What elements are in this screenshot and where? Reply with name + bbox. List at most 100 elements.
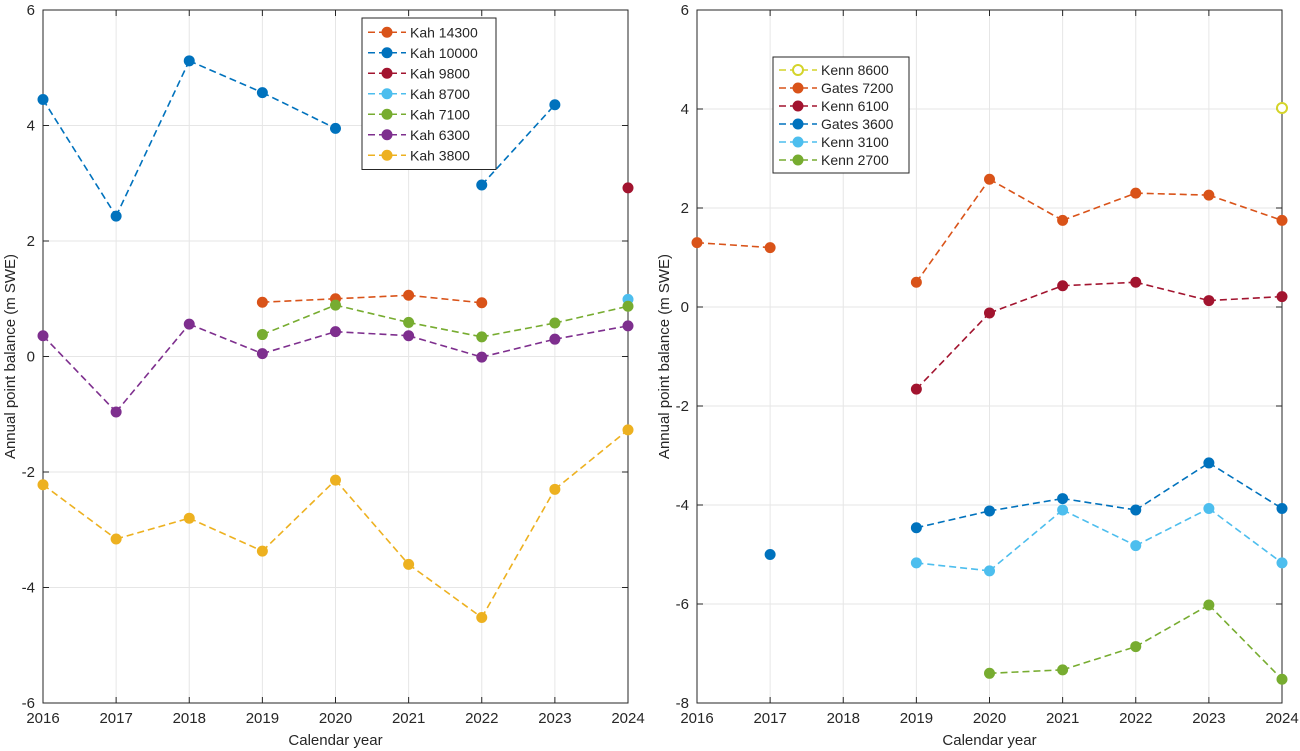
data-point (256, 87, 268, 99)
series-line-segment (989, 669, 1063, 675)
data-point (984, 307, 995, 319)
data-point (403, 558, 415, 570)
series-line-segment (1208, 295, 1283, 302)
legend-label: Kah 9800 (410, 65, 470, 81)
data-point (1057, 664, 1069, 676)
legend-label: Kah 10000 (410, 45, 478, 61)
x-axis-label: Calendar year (942, 732, 1036, 749)
legend-item: Kah 8700 (368, 86, 470, 102)
legend-marker (381, 108, 393, 120)
y-tick-label: 0 (681, 299, 689, 316)
data-point (1203, 599, 1215, 611)
legend-item: Kah 14300 (368, 24, 478, 40)
data-point (764, 242, 776, 254)
series-line-segment (335, 330, 409, 337)
series-line-segment (1208, 507, 1283, 564)
data-point (549, 99, 561, 111)
series-line-segment (262, 330, 336, 355)
data-point (1276, 673, 1288, 685)
x-tick-label: 2023 (538, 710, 571, 727)
x-tick-label: 2022 (1119, 710, 1152, 727)
y-axis-label: Annual point balance (m SWE) (656, 254, 673, 459)
legend-label: Gates 7200 (821, 80, 894, 96)
x-tick-label: 2020 (319, 710, 352, 727)
data-point (1203, 457, 1215, 469)
x-tick-label: 2021 (392, 710, 425, 727)
legend-marker (381, 88, 393, 100)
series-line-segment (916, 562, 990, 572)
series-line-segment (262, 304, 336, 336)
ticks: 2016 2017 2018 2019 2020 2021 2022 2023 2024 -8 -6… (676, 2, 1299, 727)
legend-marker (381, 67, 393, 79)
series-line-segment (696, 241, 771, 249)
y-tick-label: 2 (681, 200, 689, 217)
data-point (1203, 189, 1215, 201)
legend-item: Gates 3600 (779, 116, 894, 132)
y-tick-label: 6 (27, 2, 35, 19)
data-point (1057, 214, 1069, 226)
legend-label: Kenn 6100 (821, 98, 889, 114)
series-line-segment (1062, 509, 1137, 547)
series-line-segment (1135, 507, 1210, 547)
x-tick-label: 2017 (99, 710, 132, 727)
data-point (1276, 102, 1288, 115)
legend-label: Kah 6300 (410, 127, 470, 143)
x-tick-label: 2017 (753, 710, 786, 727)
y-tick-label: -2 (676, 398, 689, 415)
y-tick-label: -4 (22, 580, 35, 597)
series-line-segment (989, 178, 1064, 222)
x-tick-label: 2019 (900, 710, 933, 727)
data-point (256, 296, 268, 308)
data-point (622, 182, 634, 194)
data-point (476, 179, 488, 191)
legend-item: Kah 9800 (368, 65, 470, 81)
series-kah-14300 (256, 289, 488, 309)
series-line-segment (42, 335, 117, 413)
data-point (1276, 214, 1288, 226)
series-line-segment (1062, 192, 1137, 222)
series-line-segment (261, 479, 337, 552)
series-line-segment (481, 488, 556, 618)
legend: Kenn 8600 Gates 7200 Kenn 6100 Gates 3600 Ke… (772, 56, 910, 174)
data-point (330, 326, 341, 338)
data-point (330, 299, 341, 311)
series-line-segment (335, 294, 409, 300)
data-point (910, 383, 922, 395)
series-line-segment (188, 60, 263, 94)
legend-label: Kah 8700 (410, 86, 470, 102)
series-line-segment (481, 338, 556, 358)
data-point (549, 333, 561, 345)
y-tick-label: -4 (676, 497, 689, 514)
series-line-segment (42, 484, 117, 540)
legend-item: Kenn 2700 (779, 152, 889, 168)
legend-box (772, 56, 910, 174)
series-kenn-3100 (910, 502, 1288, 577)
series-line-segment (188, 517, 263, 552)
x-tick-label: 2018 (173, 710, 206, 727)
legend-label: Kenn 2700 (821, 152, 889, 168)
y-tick-label: -8 (676, 695, 689, 712)
legend-item: Gates 7200 (779, 80, 894, 96)
series-line-segment (554, 305, 629, 324)
legend-marker (792, 136, 804, 148)
legend-label: Gates 3600 (821, 116, 894, 132)
data-point (764, 549, 776, 560)
y-tick-label: -6 (22, 695, 35, 712)
data-point (330, 474, 341, 486)
legend-label: Kah 7100 (410, 106, 470, 122)
data-point (622, 424, 634, 436)
series-line-segment (989, 284, 1063, 314)
data-point (910, 557, 922, 569)
legend-marker (792, 100, 804, 112)
data-point (476, 612, 488, 624)
data-point (1057, 493, 1069, 505)
series-kah-10000 (37, 55, 561, 222)
x-tick-label: 2019 (246, 710, 279, 727)
series-line-segment (188, 323, 263, 355)
data-point (476, 331, 488, 343)
series-line-segment (1062, 645, 1136, 671)
data-point (183, 512, 195, 524)
data-point (183, 318, 195, 330)
series-line-segment (1135, 281, 1210, 302)
data-point (37, 94, 49, 106)
